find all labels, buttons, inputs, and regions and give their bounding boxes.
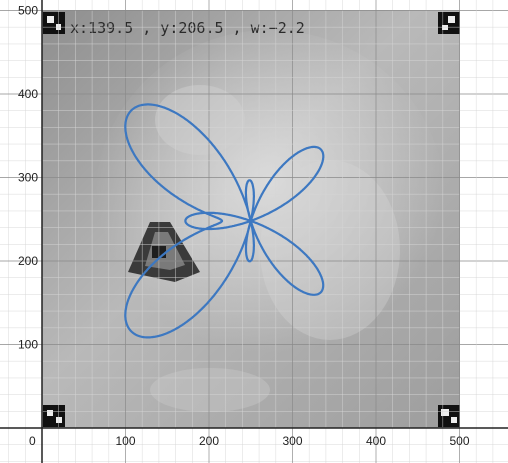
y-tick-labels: 100 200 300 400 500 bbox=[18, 4, 38, 352]
marker-top-left-icon bbox=[43, 12, 65, 34]
x-tick-label: 400 bbox=[366, 434, 386, 448]
background-photo: x:139.5 , y:206.5 , w:−2.2 bbox=[42, 10, 460, 428]
x-tick-label: 200 bbox=[199, 434, 219, 448]
marker-bottom-left-icon bbox=[43, 405, 65, 427]
x-tick-label: 500 bbox=[449, 434, 469, 448]
x-tick-label: 0 bbox=[29, 434, 36, 448]
x-tick-label: 300 bbox=[282, 434, 302, 448]
y-tick-label: 200 bbox=[18, 254, 38, 268]
y-tick-label: 100 bbox=[18, 338, 38, 352]
x-tick-labels: 0 100 200 300 400 500 bbox=[29, 434, 470, 448]
marker-bottom-right-icon bbox=[438, 405, 460, 427]
x-tick-label: 100 bbox=[115, 434, 135, 448]
coordinate-readout: x:139.5 , y:206.5 , w:−2.2 bbox=[70, 19, 305, 37]
y-tick-label: 300 bbox=[18, 171, 38, 185]
butterfly-curve bbox=[124, 103, 325, 339]
y-tick-label: 400 bbox=[18, 87, 38, 101]
y-tick-label: 500 bbox=[18, 4, 38, 18]
marker-top-right-icon bbox=[438, 12, 460, 34]
